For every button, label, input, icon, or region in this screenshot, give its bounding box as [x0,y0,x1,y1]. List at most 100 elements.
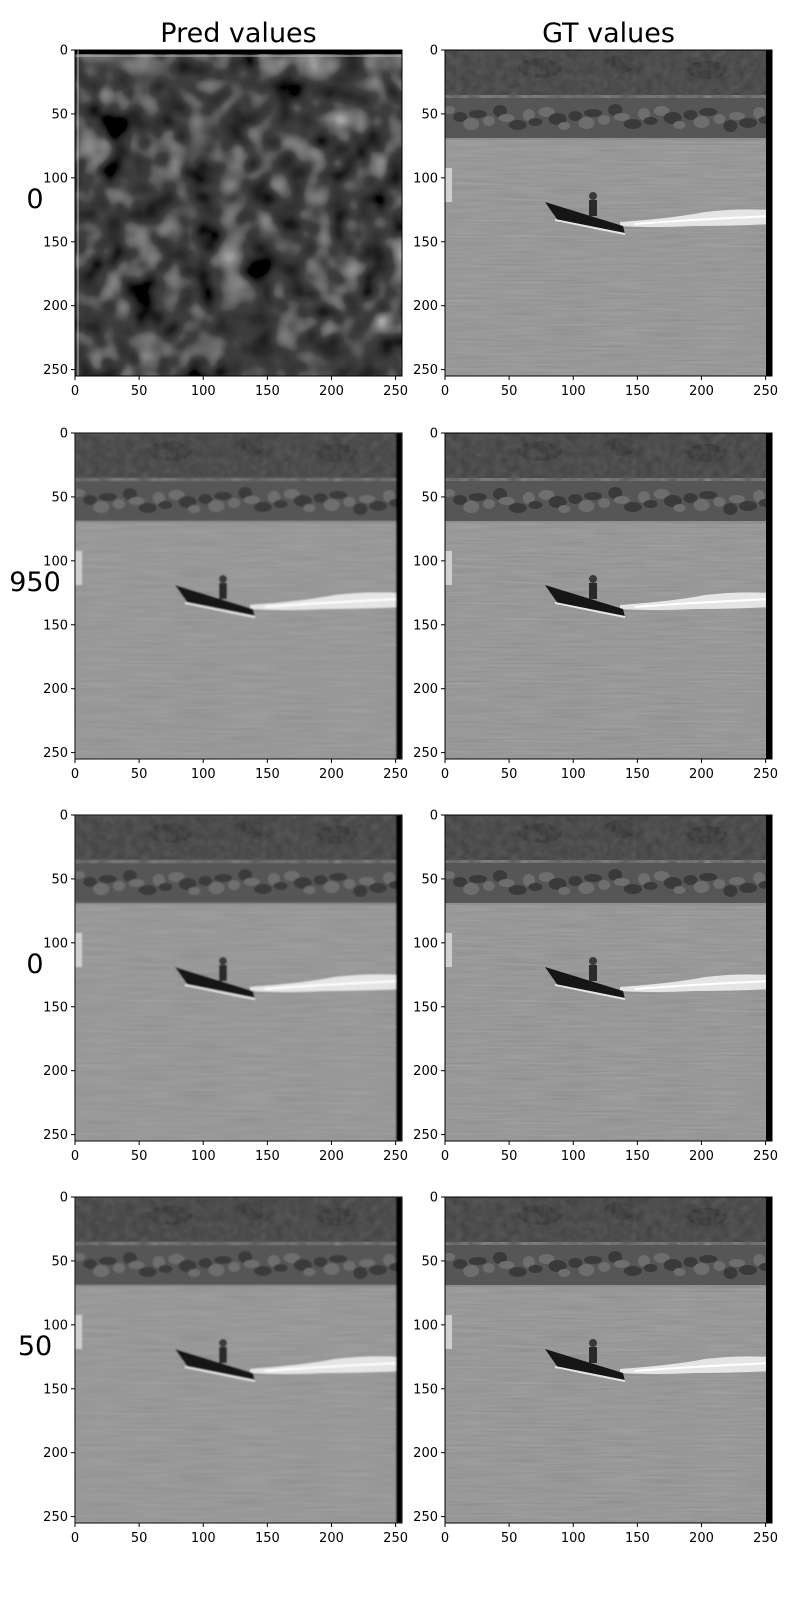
rock [214,874,232,882]
panel-image [75,50,402,376]
rock [208,1264,225,1276]
rock [359,495,375,503]
panel-image [445,815,772,1141]
wake-line [634,598,772,608]
rock [112,499,125,509]
rock [178,496,197,508]
rock [353,1267,368,1279]
x-tick-label: 0 [441,384,449,399]
rock [273,882,288,890]
x-tick-label: 250 [753,384,778,399]
rock [253,884,272,894]
rock [168,872,185,882]
y-tick-label: 50 [421,1254,438,1269]
rock [683,875,698,885]
boat-person [219,965,227,981]
y-tick-label: 200 [413,1064,438,1079]
rock [638,108,650,120]
rock [663,877,682,889]
rock [303,504,316,512]
rock [638,491,650,503]
column-title: Pred values [160,18,316,49]
x-tick-label: 0 [441,767,449,782]
rock [613,113,630,121]
rock [578,1264,595,1276]
y-tick-label: 100 [43,1318,68,1333]
y-tick-label: 150 [43,1382,68,1397]
axes-frame [444,432,773,760]
rock [538,872,555,882]
rock [445,1253,455,1261]
x-tick-label: 100 [561,1149,586,1164]
rock [558,887,571,895]
water-texture [75,1287,402,1523]
rock [558,122,571,130]
y-tick-label: 250 [43,1510,68,1525]
rock [482,1263,495,1273]
rock [273,500,288,508]
panel-image [445,433,772,759]
rock [568,111,583,121]
y-tick-label: 0 [60,1191,68,1206]
y-tick-label: 200 [413,1446,438,1461]
axes-frame [74,1196,403,1524]
boat [175,585,255,617]
rock [739,1265,758,1275]
water-texture [75,523,402,759]
edge-strip [766,433,772,759]
boat-stripe [554,602,626,618]
rock [493,105,507,117]
boat-stripe [184,984,256,1000]
rock [75,871,85,879]
water-texture [445,1287,772,1523]
rock [643,882,658,890]
rock [729,495,745,503]
wake-line [634,215,772,225]
row-label: 0 [26,184,43,215]
rock [83,495,98,505]
y-tick-label: 150 [413,1382,438,1397]
rock [243,1260,260,1268]
boat-person [589,1347,597,1363]
rock [383,872,396,884]
y-tick-label: 200 [43,299,68,314]
rock [623,119,642,129]
rock [584,874,602,882]
rock [613,1260,630,1268]
rock [522,109,535,121]
x-tick-label: 200 [689,767,714,782]
boat-person [589,965,597,981]
rock [243,496,260,504]
boat-person [219,1347,227,1363]
x-tick-label: 250 [753,1531,778,1546]
x-tick-label: 100 [191,1531,216,1546]
y-tick-label: 100 [413,1318,438,1333]
boat-person-head [589,575,597,583]
rock [623,1266,642,1276]
y-tick-label: 150 [413,1000,438,1015]
rock [468,493,487,501]
rock [482,499,495,509]
boat-person [219,583,227,599]
y-tick-label: 250 [43,746,68,761]
rock [208,500,225,512]
rock [673,121,686,129]
rock [98,493,117,501]
column-title: GT values [542,18,675,49]
y-tick-label: 100 [43,936,68,951]
boat-stripe [554,984,626,1000]
x-tick-label: 250 [383,1149,408,1164]
boat-stripe [554,1366,626,1382]
rock [353,885,368,897]
axes-frame [74,432,403,760]
rock [323,881,340,893]
rock [693,881,710,893]
y-tick-label: 50 [51,872,68,887]
rock [508,885,527,895]
rock [128,879,145,887]
x-tick-label: 0 [441,1531,449,1546]
rock [608,1251,623,1263]
y-tick-label: 0 [60,44,68,59]
